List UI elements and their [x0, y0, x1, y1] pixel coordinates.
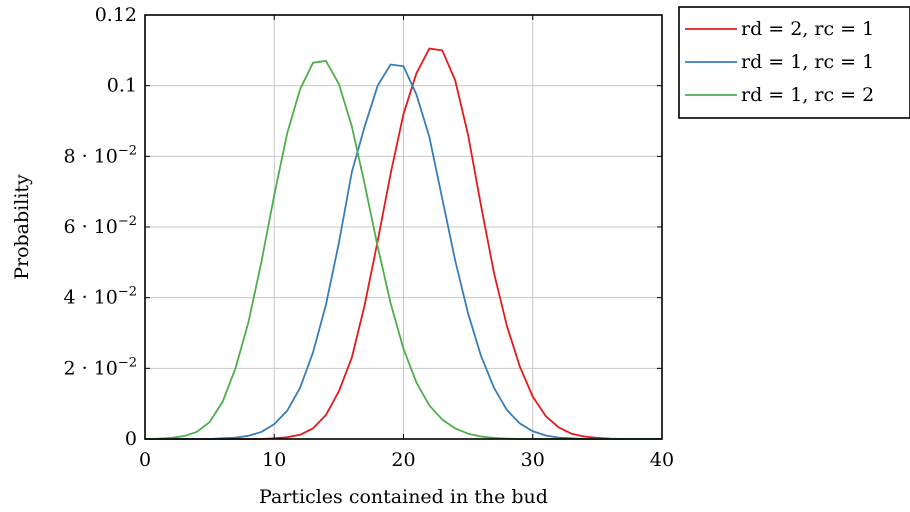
y-tick-label: 8 · 10−2: [63, 143, 137, 167]
x-tick-label: 0: [139, 449, 151, 471]
y-tick-label-base: 8 · 10: [63, 145, 117, 167]
x-axis-label: Particles contained in the bud: [259, 486, 548, 508]
grid: [145, 15, 662, 439]
y-tick-label-base: 6 · 10: [63, 216, 117, 238]
y-tick-label: 0: [125, 428, 137, 450]
y-tick-label-base: 0.12: [95, 4, 137, 26]
legend-label-3: rd = 1, rc = 2: [741, 84, 874, 106]
y-tick-label-base: 0: [125, 428, 137, 450]
y-tick-label: 4 · 10−2: [63, 285, 137, 309]
y-tick-label: 2 · 10−2: [63, 355, 137, 379]
x-tick-label: 30: [521, 449, 545, 471]
x-tick-label: 40: [650, 449, 674, 471]
y-tick-label-base: 2 · 10: [63, 357, 117, 379]
y-tick-label-exponent: −2: [118, 143, 137, 158]
y-tick-label-base: 4 · 10: [63, 287, 117, 309]
y-axis-label: Probability: [11, 174, 33, 280]
y-tick-label-exponent: −2: [118, 214, 137, 229]
y-tick-label: 0.12: [95, 4, 137, 26]
legend: rd = 2, rc = 1 rd = 1, rc = 1 rd = 1, rc =…: [678, 6, 910, 119]
legend-label-2: rd = 1, rc = 1: [741, 51, 874, 73]
y-tick-label-exponent: −2: [118, 355, 137, 370]
x-tick-label: 10: [262, 449, 286, 471]
y-tick-label: 6 · 10−2: [63, 214, 137, 238]
y-tick-label-base: 0.1: [107, 75, 137, 97]
legend-label-1: rd = 2, rc = 1: [741, 18, 874, 40]
y-tick-label: 0.1: [107, 75, 137, 97]
y-tick-label-exponent: −2: [118, 285, 137, 300]
x-tick-label: 20: [391, 449, 415, 471]
